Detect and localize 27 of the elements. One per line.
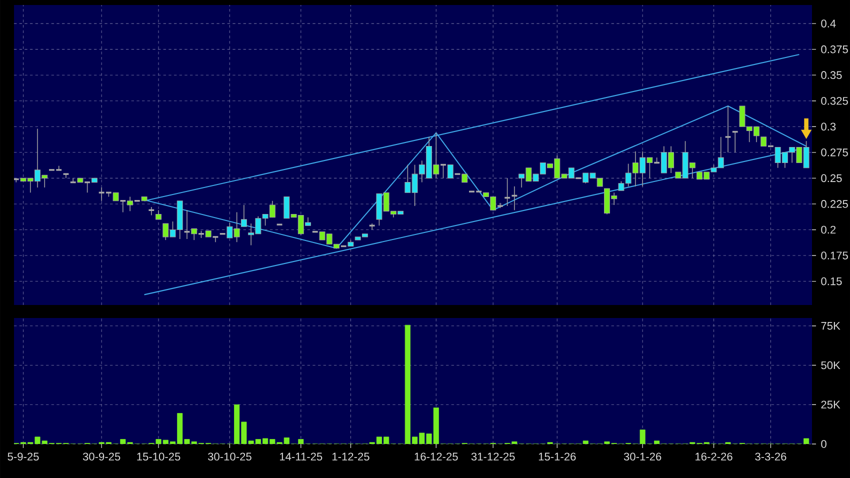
- x-tick-label: 1-12-25: [332, 452, 370, 461]
- x-tick-label: 30-9-25: [82, 452, 120, 461]
- y-tick-label: 0.275: [821, 148, 848, 156]
- y-tick-label: 0.25: [821, 174, 842, 182]
- x-tick-label: 5-9-25: [8, 452, 39, 461]
- y-tick-label: 75K: [821, 322, 840, 330]
- y-tick-label: 0.325: [821, 96, 848, 105]
- y-tick-label: 0.175: [821, 252, 848, 260]
- x-tick-label: 3-3-26: [755, 452, 786, 461]
- x-tick-label: 16-12-25: [414, 452, 458, 461]
- y-tick-label: 0.3: [821, 122, 836, 131]
- x-tick-label: 31-12-25: [471, 452, 515, 461]
- y-tick-label: 50K: [821, 361, 840, 370]
- x-tick-label: 15-1-26: [538, 452, 576, 461]
- x-tick-label: 30-1-26: [624, 452, 662, 461]
- y-tick-label: 25K: [821, 400, 840, 409]
- y-tick-label: 0.35: [821, 71, 842, 80]
- x-tick-label: 16-2-26: [696, 452, 732, 461]
- y-tick-label: 0.4: [821, 20, 836, 28]
- x-tick-label: 15-10-25: [137, 452, 180, 461]
- x-tick-label: 30-10-25: [208, 452, 252, 461]
- y-tick-label: 0.2: [821, 226, 836, 234]
- y-tick-label: 0: [821, 440, 826, 448]
- x-tick-label: 14-11-25: [280, 452, 322, 461]
- y-tick-label: 0.15: [821, 277, 842, 286]
- y-tick-label: 0.375: [821, 45, 848, 54]
- y-tick-label: 0.225: [821, 200, 848, 208]
